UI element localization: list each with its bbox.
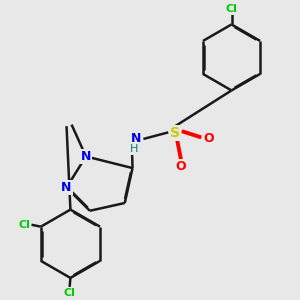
- Text: O: O: [176, 160, 186, 173]
- Text: S: S: [170, 126, 180, 140]
- Text: N: N: [81, 150, 91, 163]
- Text: N: N: [61, 181, 72, 194]
- Text: Cl: Cl: [226, 4, 238, 14]
- Text: N: N: [131, 132, 142, 145]
- Text: Cl: Cl: [19, 220, 31, 230]
- Text: O: O: [203, 132, 214, 145]
- Text: Cl: Cl: [64, 288, 76, 298]
- Text: H: H: [130, 144, 139, 154]
